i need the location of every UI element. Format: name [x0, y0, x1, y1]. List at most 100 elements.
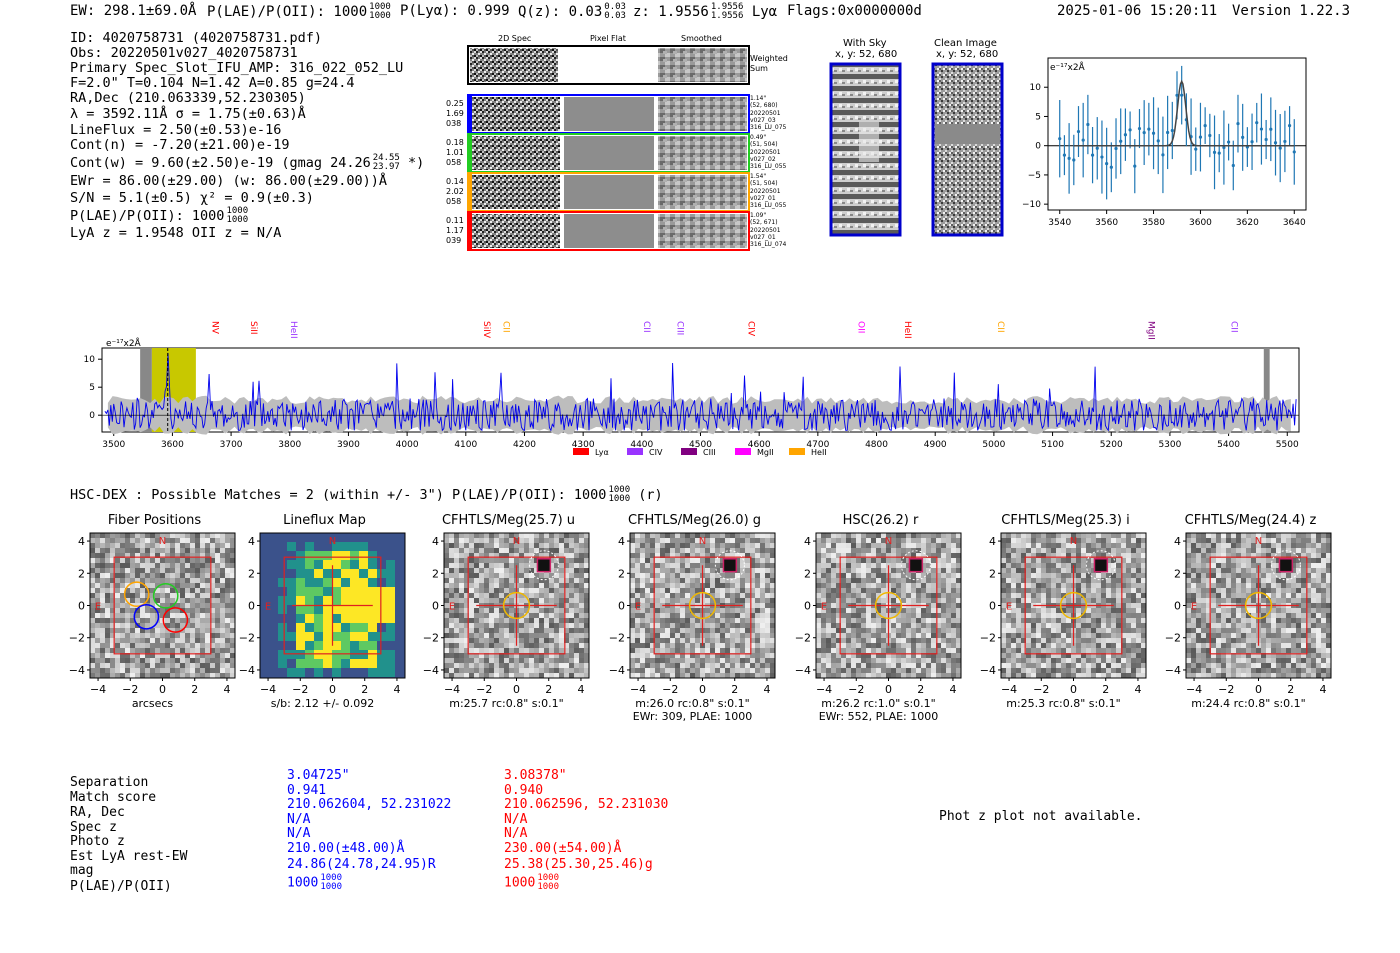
zoom-point — [1142, 130, 1146, 135]
header-version: Version 1.22.3 — [1232, 3, 1351, 19]
detection-circle — [1059, 591, 1088, 620]
fiber-row-value: 039 — [446, 236, 462, 245]
full-xtick-label: 5200 — [1100, 440, 1123, 450]
full-xtick-label: 3900 — [337, 440, 360, 450]
table-value-text: 0.940 — [504, 783, 544, 798]
header-plae: P(LAE)/P(OII): 1000 1000 1000 — [207, 3, 391, 21]
fiber-row-gap — [560, 97, 564, 131]
fiber-row-value: 1.69 — [446, 109, 464, 118]
zoom-point — [1128, 128, 1132, 132]
table-frac: 1000 1000 — [537, 874, 559, 892]
fiber-row-value: 1.17 — [446, 226, 464, 235]
table-value-text: 230.00(±54.00)Å — [504, 841, 622, 856]
fiber-row-gap — [560, 136, 564, 170]
aperture-box — [113, 556, 212, 655]
zoom-point — [1231, 163, 1235, 168]
line-marker-label: CIV — [746, 321, 756, 337]
frac-sup: 1000 — [320, 873, 342, 883]
line-marker-label: CII — [641, 321, 651, 333]
zoom-point — [1133, 164, 1137, 168]
zoom-point — [1067, 156, 1071, 161]
cutout-xtick-label: 2 — [1287, 683, 1294, 696]
cutout-xtick-label: 0 — [159, 683, 166, 696]
full-yticks: 10 5 0 — [84, 355, 102, 421]
cutout-ytick-label: 2 — [432, 567, 439, 580]
info-obs: Obs: 20220501v027_4020758731 — [70, 45, 298, 61]
aperture-box — [839, 556, 938, 655]
full-xtick-label: 5500 — [1276, 440, 1299, 450]
line-marker-label: HeII — [288, 321, 298, 339]
info-contn: Cont(n) = -7.20(±21.00)e-19 — [70, 137, 290, 153]
cutout-image: N E 4 2 0 −2 −4 −4 −2 0 2 4 — [609, 532, 776, 696]
cutout-ytick-label: −4 — [609, 664, 625, 677]
zoom-point — [1217, 151, 1221, 155]
fiber-row-smooth — [658, 214, 747, 248]
cutout-ytick-label: 4 — [989, 535, 996, 548]
zoom-xtick-label: 3560 — [1095, 218, 1118, 228]
full-xtick-label: 4600 — [748, 440, 771, 450]
table-value-red: N/A — [504, 812, 527, 827]
header-ew: EW: 298.1±69.0Å — [70, 3, 197, 19]
clean-image-title: Clean Image — [934, 38, 997, 49]
zoom-point — [1227, 140, 1231, 144]
fiber-row-meta: 1.09" — [750, 212, 767, 219]
info-sn: S/N = 5.1(±0.5) χ² = 0.9(±0.3) — [70, 190, 314, 206]
frac-sub: 1000 — [369, 11, 391, 21]
info-primary: Primary Spec_Slot_IFU_AMP: 316_022_052_L… — [70, 60, 404, 76]
north-label: N — [159, 536, 166, 547]
zoom-point — [1264, 137, 1268, 142]
cutout-xtick-label: 2 — [191, 683, 198, 696]
zoom-point — [1090, 153, 1095, 157]
fiber-row-meta: v027_01 — [750, 233, 776, 241]
cutout-xtick-label: −2 — [848, 683, 864, 696]
zoom-point — [1105, 161, 1109, 166]
match-marker — [722, 558, 738, 573]
fiber-row-smooth — [658, 136, 747, 170]
fiber-row-meta: 1.54" — [750, 173, 767, 180]
zoom-point — [1287, 123, 1292, 128]
cutout-xtick-label: 0 — [513, 683, 520, 696]
cutout-ytick-label: −4 — [795, 664, 811, 677]
zoom-point — [1100, 155, 1104, 159]
bad-region-band — [1263, 348, 1270, 432]
cutout-xtick-label: −4 — [260, 683, 276, 696]
cutout-xtick-label: 2 — [731, 683, 738, 696]
header-z-frac: 1.9556 1.9556 — [711, 3, 744, 21]
line-marker-label: NV — [209, 321, 219, 335]
zoom-point — [1208, 133, 1212, 138]
fiber-row-gap — [560, 214, 564, 248]
table-value-text: 210.00(±48.00)Å — [287, 841, 405, 856]
zoom-yticks: 10 5 0 −5 −10 — [1022, 83, 1048, 210]
full-xtick-label: 5100 — [1041, 440, 1064, 450]
fiber-row-smooth — [658, 175, 747, 209]
table-row-label: mag — [70, 863, 94, 878]
zoom-point — [1058, 137, 1062, 141]
clean-image-xy: x, y: 52, 680 — [936, 49, 999, 60]
cutout-ytick-label: 0 — [804, 600, 811, 613]
line-marker-label: SiII — [248, 321, 258, 335]
zoom-xtick-label: 3580 — [1142, 218, 1165, 228]
spec2d-col-label-flat: Pixel Flat — [590, 34, 626, 43]
cutout-ytick-label: −2 — [1165, 632, 1181, 645]
cutout-ytick-label: −4 — [423, 664, 439, 677]
with-sky-title: With Sky — [843, 38, 887, 49]
full-xtick-label: 4800 — [865, 440, 888, 450]
table-value-red: N/A — [504, 826, 527, 841]
cutout-xtick-label: 4 — [1134, 683, 1141, 696]
zoom-point — [1109, 165, 1113, 169]
zoom-point — [1072, 158, 1076, 162]
info-contw-text: Cont(w) = 9.60(±2.50)e-19 (gmag 24.26 — [70, 155, 371, 171]
table-value-blue: 210.062604, 52.231022 — [287, 797, 451, 812]
legend-label: MgII — [757, 448, 774, 457]
zoom-point — [1161, 153, 1165, 157]
fiber-row-marker — [468, 134, 472, 172]
table-value-text: 3.04725" — [287, 768, 350, 783]
fiber-row-meta: 20220501 — [750, 109, 781, 117]
bad-region-band — [140, 348, 152, 432]
info-lyaz: LyA z = 1.9548 OII z = N/A — [70, 225, 282, 241]
fiber-row-2d — [470, 136, 560, 170]
fiber-row-2d — [470, 175, 560, 209]
full-ytick-label: 10 — [84, 355, 96, 365]
info-fiber: F=2.0" T=0.104 N=1.42 A=0.85 g=24.4 — [70, 75, 355, 91]
zoom-point — [1076, 129, 1081, 134]
